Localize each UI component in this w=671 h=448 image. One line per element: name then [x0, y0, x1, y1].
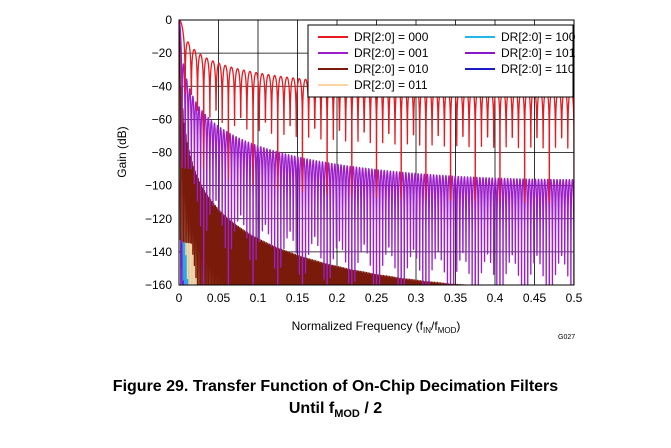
y-tick-label: −100	[145, 179, 172, 193]
series-line	[179, 20, 471, 285]
y-axis-label: Gain (dB)	[115, 126, 129, 177]
legend-label: DR[2:0] = 000	[354, 30, 429, 44]
x-tick-label: 0.2	[329, 291, 346, 305]
figure-caption-line1: Figure 29. Transfer Function of On-Chip …	[112, 378, 559, 395]
figure-code: G027	[558, 334, 575, 341]
y-axis-ticks: 0 −20 −40 −60 −80 −100 −120 −140 −160	[145, 13, 172, 292]
x-tick-label: 0.5	[566, 291, 583, 305]
y-tick-label: −120	[145, 212, 172, 226]
y-tick-label: −40	[152, 79, 173, 93]
legend-label: DR[2:0] = 100	[501, 30, 576, 44]
y-tick-label: 0	[165, 13, 172, 27]
x-tick-label: 0.05	[207, 291, 231, 305]
y-tick-label: −20	[152, 46, 173, 60]
legend-label: DR[2:0] = 001	[354, 46, 429, 60]
x-tick-label: 0.15	[286, 291, 310, 305]
x-tick-label: 0.25	[365, 291, 389, 305]
x-tick-label: 0	[176, 291, 183, 305]
y-tick-label: −140	[145, 245, 172, 259]
series-line	[179, 20, 574, 285]
x-axis-label: Normalized Frequency (fIN/fMOD)	[292, 319, 461, 335]
chart: 0 0.05 0.1 0.15 0.2 0.25 0.3 0.35 0.4 0.45 0.5 0 −2…	[115, 13, 583, 341]
legend-label: DR[2:0] = 010	[354, 62, 429, 76]
x-tick-label: 0.4	[487, 291, 504, 305]
legend-label: DR[2:0] = 011	[354, 78, 428, 92]
x-tick-label: 0.45	[523, 291, 547, 305]
x-tick-label: 0.35	[444, 291, 468, 305]
plot-frame	[178, 19, 575, 286]
x-tick-label: 0.1	[250, 291, 267, 305]
x-tick-label: 0.3	[408, 291, 425, 305]
x-axis-ticks: 0 0.05 0.1 0.15 0.2 0.25 0.3 0.35 0.4 0.45 0.5	[176, 291, 583, 305]
legend-label: DR[2:0] = 101	[501, 46, 576, 60]
legend-box	[307, 24, 574, 98]
y-tick-label: −160	[145, 278, 172, 292]
legend-label: DR[2:0] = 110	[501, 62, 575, 76]
figure-caption-line2: Until fMOD / 2	[288, 400, 383, 421]
legend: DR[2:0] = 000 DR[2:0] = 001 DR[2:0] = 010 D…	[307, 24, 576, 98]
y-tick-label: −80	[152, 146, 173, 160]
y-tick-label: −60	[152, 112, 173, 126]
